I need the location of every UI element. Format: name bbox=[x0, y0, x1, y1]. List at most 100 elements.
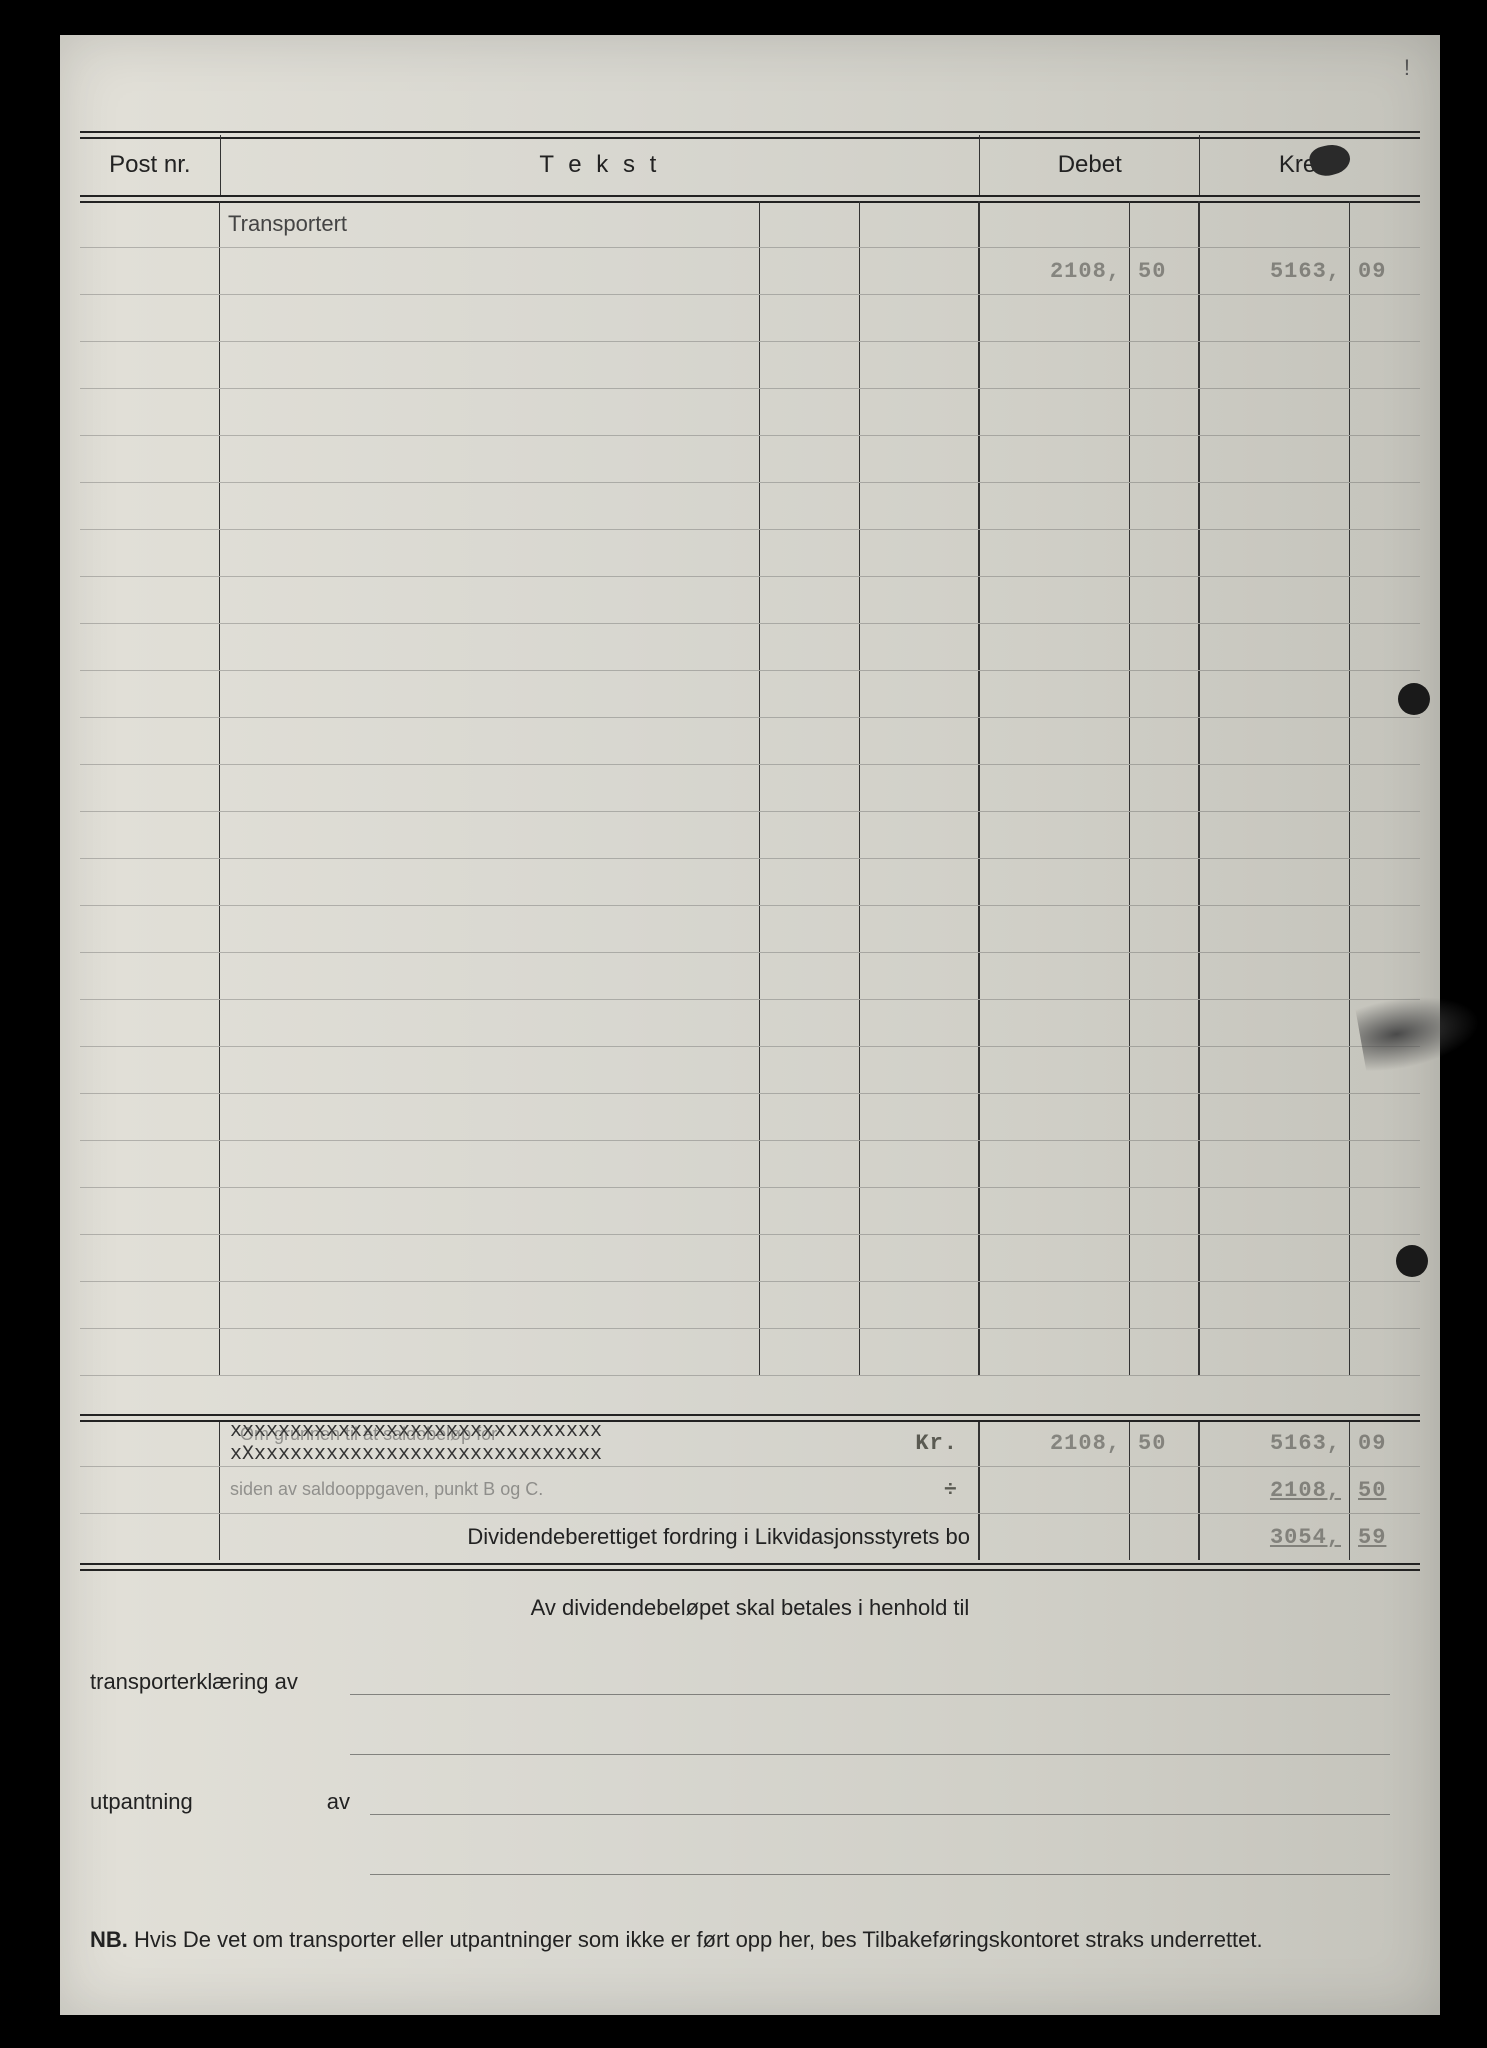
cell-debet-main bbox=[980, 483, 1130, 529]
cell-kredit-dec bbox=[1350, 718, 1420, 764]
cell-postnr bbox=[80, 906, 220, 952]
cell-kredit-main bbox=[1200, 483, 1350, 529]
bottom-title: Av dividendebeløpet skal betales i henho… bbox=[80, 1595, 1420, 1621]
cell-tekst bbox=[220, 906, 760, 952]
cell-kredit-dec bbox=[1350, 624, 1420, 670]
sum-debet-dec: 50 bbox=[1130, 1420, 1200, 1466]
cell-kredit-main bbox=[1200, 530, 1350, 576]
cell-debet-dec bbox=[1130, 1235, 1200, 1281]
cell-tekst bbox=[220, 248, 760, 294]
cell-kredit-main bbox=[1200, 624, 1350, 670]
cell-kredit-main bbox=[1200, 953, 1350, 999]
cell-debet-dec bbox=[1130, 483, 1200, 529]
footer-row-carry: xXxxxxxxxxxxxxxxxxxxxxxxxxxxxxx siden av… bbox=[80, 1467, 1420, 1514]
cell-debet-dec bbox=[1130, 201, 1200, 247]
cell-tekst-sub2 bbox=[860, 248, 980, 294]
cell-tekst-sub2 bbox=[860, 1282, 980, 1328]
cell-tekst-sub1 bbox=[760, 295, 860, 341]
cell-debet-main bbox=[980, 577, 1130, 623]
cell-debet-dec bbox=[1130, 1329, 1200, 1375]
dividende-kredit-main: 3054, bbox=[1200, 1514, 1350, 1560]
cell-postnr bbox=[80, 1235, 220, 1281]
page-mark: ! bbox=[1404, 55, 1410, 81]
cell-debet-dec bbox=[1130, 812, 1200, 858]
footer-row-dividende: Dividendeberettiget fordring i Likvidasj… bbox=[80, 1514, 1420, 1560]
cell-debet-main bbox=[980, 1235, 1130, 1281]
cell-kredit-main bbox=[1200, 1188, 1350, 1234]
cell-debet-main bbox=[980, 859, 1130, 905]
cell-postnr bbox=[80, 436, 220, 482]
cell-tekst-sub1 bbox=[760, 859, 860, 905]
cell-tekst-sub1 bbox=[760, 248, 860, 294]
transporterkl-line-2 bbox=[80, 1711, 1420, 1755]
scan-frame: ! Post nr. T e k s t Debet Kredit Transp… bbox=[0, 0, 1487, 2048]
table-row bbox=[80, 1047, 1420, 1094]
cell-debet-main bbox=[980, 1282, 1130, 1328]
cell-postnr bbox=[80, 718, 220, 764]
cell-debet-main bbox=[980, 671, 1130, 717]
transporterkl-label: transporterklæring av bbox=[80, 1669, 350, 1695]
table-row bbox=[80, 1235, 1420, 1282]
cell-kredit-dec bbox=[1350, 342, 1420, 388]
table-row bbox=[80, 624, 1420, 671]
table-row bbox=[80, 765, 1420, 812]
cell-tekst-sub1 bbox=[760, 577, 860, 623]
cell-tekst-sub1 bbox=[760, 671, 860, 717]
cell-tekst bbox=[220, 953, 760, 999]
cell-tekst bbox=[220, 342, 760, 388]
cell-kredit-main bbox=[1200, 295, 1350, 341]
cell-tekst bbox=[220, 624, 760, 670]
cell-postnr bbox=[80, 483, 220, 529]
cell-postnr bbox=[80, 812, 220, 858]
cell-tekst-sub1 bbox=[760, 1094, 860, 1140]
cell-tekst-sub1 bbox=[760, 342, 860, 388]
cell-debet-dec bbox=[1130, 1047, 1200, 1093]
table-row bbox=[80, 1000, 1420, 1047]
cell-tekst-sub2 bbox=[860, 1141, 980, 1187]
cell-debet-main bbox=[980, 342, 1130, 388]
cell-tekst bbox=[220, 812, 760, 858]
cell-kredit-main bbox=[1200, 906, 1350, 952]
cell-postnr bbox=[80, 1047, 220, 1093]
table-row bbox=[80, 342, 1420, 389]
cell-kredit-dec: 09 bbox=[1350, 248, 1420, 294]
utpantning-label: utpantning bbox=[80, 1789, 290, 1815]
cell-debet-main bbox=[980, 389, 1130, 435]
table-row bbox=[80, 436, 1420, 483]
cell-postnr bbox=[80, 859, 220, 905]
strike-xxx-1: xxxxxxxxxxxxxxxxxxxxxxxxxxxxxxx Om grunn… bbox=[230, 1422, 602, 1442]
cell-debet-main bbox=[980, 624, 1130, 670]
sum-debet-main: 2108, bbox=[980, 1420, 1130, 1466]
transporterkl-line-1: transporterklæring av bbox=[80, 1651, 1420, 1695]
table-row: Transportert bbox=[80, 201, 1420, 248]
cell-kredit-main bbox=[1200, 765, 1350, 811]
cell-kredit-dec bbox=[1350, 953, 1420, 999]
cell-debet-main bbox=[980, 1188, 1130, 1234]
cell-debet-dec bbox=[1130, 624, 1200, 670]
cell-kredit-main bbox=[1200, 1282, 1350, 1328]
header-postnr: Post nr. bbox=[80, 135, 221, 195]
cell-tekst-sub2 bbox=[860, 436, 980, 482]
cell-tekst-sub2 bbox=[860, 295, 980, 341]
cell-debet-dec bbox=[1130, 1282, 1200, 1328]
table-row bbox=[80, 1329, 1420, 1376]
cell-kredit-main bbox=[1200, 577, 1350, 623]
cell-kredit-dec bbox=[1350, 436, 1420, 482]
ghost-text-1: Om grunnen til at saldobeløp for bbox=[240, 1424, 497, 1444]
footer-rule-top bbox=[80, 1414, 1420, 1422]
cell-tekst-sub2 bbox=[860, 1329, 980, 1375]
cell-debet-dec bbox=[1130, 389, 1200, 435]
cell-tekst bbox=[220, 1282, 760, 1328]
cell-kredit-dec bbox=[1350, 483, 1420, 529]
cell-postnr bbox=[80, 624, 220, 670]
cell-kredit-dec bbox=[1350, 1094, 1420, 1140]
sum-kredit-dec: 09 bbox=[1350, 1420, 1420, 1466]
cell-tekst-sub1 bbox=[760, 1282, 860, 1328]
cell-debet-dec bbox=[1130, 765, 1200, 811]
dividende-label: Dividendeberettiget fordring i Likvidasj… bbox=[467, 1524, 970, 1550]
cell-tekst-sub2 bbox=[860, 906, 980, 952]
cell-debet-dec bbox=[1130, 436, 1200, 482]
cell-kredit-main bbox=[1200, 812, 1350, 858]
cell-tekst bbox=[220, 483, 760, 529]
ledger-header: Post nr. T e k s t Debet Kredit bbox=[80, 135, 1420, 195]
